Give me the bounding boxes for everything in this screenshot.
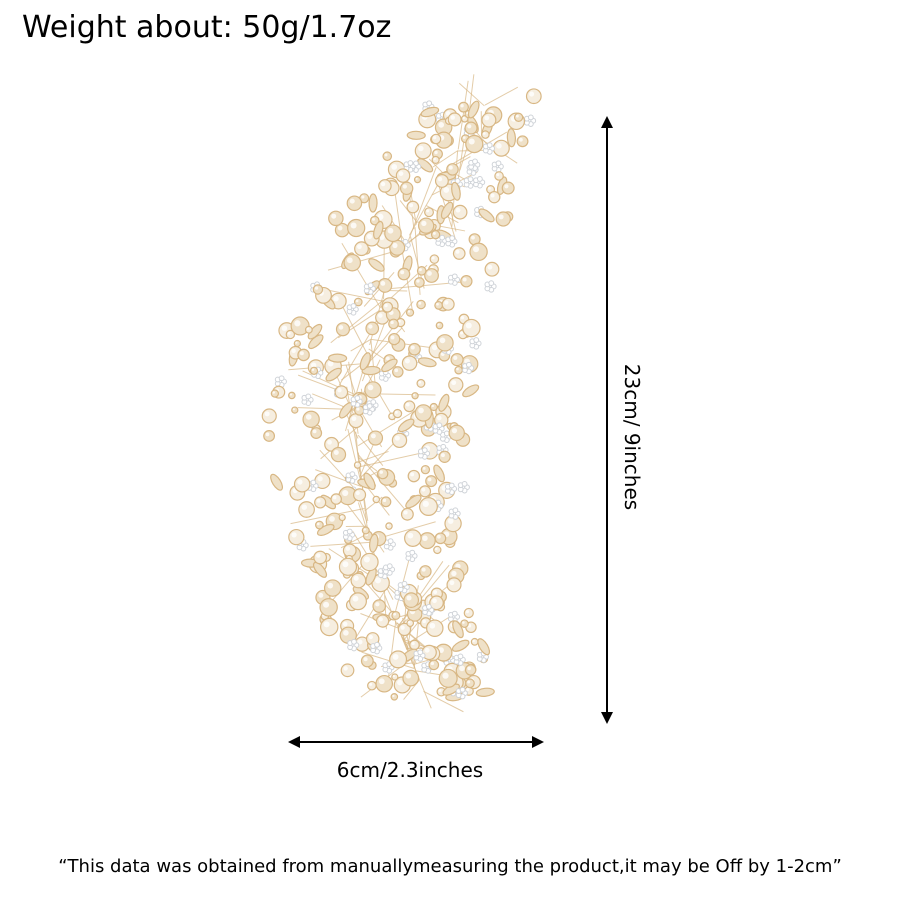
width-dimension-label: 6cm/2.3inches — [336, 758, 484, 782]
weight-label: Weight about: 50g/1.7oz — [22, 10, 392, 45]
height-dimension-label: 23cm/ 9inches — [620, 363, 644, 511]
arrow-up-icon — [601, 116, 613, 128]
crystal-cluster — [261, 74, 542, 713]
arrow-down-icon — [601, 712, 613, 724]
arrow-right-icon — [532, 736, 544, 748]
width-dimension-line — [294, 741, 534, 743]
arrow-left-icon — [288, 736, 300, 748]
measurement-disclaimer: “This data was obtained from manuallymea… — [58, 856, 842, 877]
height-dimension-line — [606, 122, 608, 714]
